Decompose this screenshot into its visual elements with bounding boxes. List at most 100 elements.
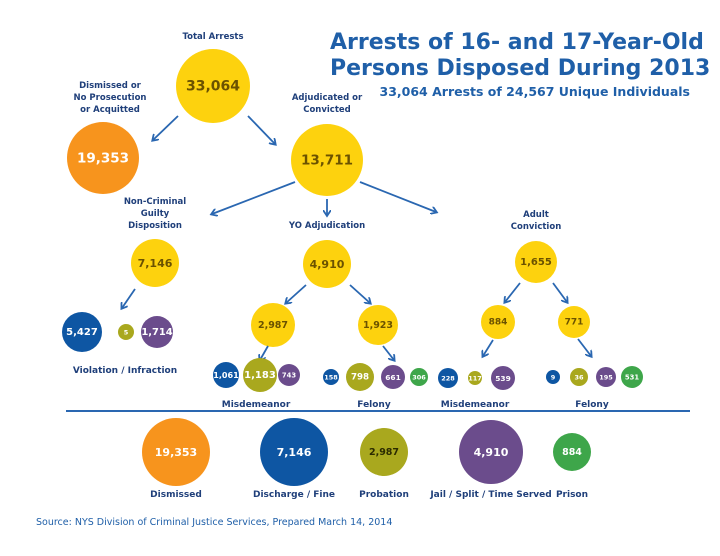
arrow-adultmisd-to-leaves [483, 339, 494, 356]
arrow-yofel-to-leaves [382, 345, 394, 360]
non-criminal-label-line-3: Disposition [128, 221, 182, 231]
leaf-group-3-prison-node-value: 306 [412, 374, 426, 382]
dismissed-label-line-1: Dismissed or [79, 81, 142, 91]
arrow-noncriminal-to-violation [122, 288, 136, 308]
leaf-group-4-probation-node-value: 117 [468, 375, 482, 383]
arrow-adjudicated-to-noncriminal [212, 181, 296, 214]
leaf-group-2-discharge-node-value: 1,061 [213, 371, 239, 380]
leaf-group-1-label: Violation / Infraction [73, 366, 177, 376]
leaf-group-5-prison-node-value: 531 [625, 374, 639, 382]
leaf-group-4-discharge-node-value: 228 [441, 375, 455, 383]
total-arrests-node [176, 49, 250, 123]
leaf-group-1-jail-node-value: 1,714 [141, 327, 172, 338]
yo-felony-node [358, 305, 398, 345]
leaf-group-4-jail-node-value: 539 [495, 374, 511, 383]
leaf-group-5-discharge-node [546, 370, 560, 384]
leaf-group-4-probation-node [468, 371, 482, 385]
legend-jail-node-value: 4,910 [474, 446, 509, 459]
leaf-group-5-discharge-node-value: 9 [551, 374, 556, 382]
legend-jail-label: Jail / Split / Time Served [429, 490, 551, 500]
arrow-yomisd-to-leaves [260, 345, 269, 360]
leaf-group-3-jail-node [381, 365, 405, 389]
leaf-group-4-discharge-node [438, 368, 458, 388]
adult-conviction-label-line-2: Conviction [511, 222, 562, 232]
leaf-group-4-jail-node [491, 366, 515, 390]
leaf-group-2-jail-node-value: 743 [282, 372, 296, 380]
leaf-group-2-jail-node [278, 364, 300, 386]
arrow-yo-to-felony [349, 284, 370, 303]
legend-dismissed-label: Dismissed [150, 490, 202, 500]
yo-felony-node-value: 1,923 [363, 320, 393, 331]
subtitle: 33,064 Arrests of 24,567 Unique Individu… [379, 84, 690, 99]
leaf-group-3-discharge-node-value: 158 [324, 374, 338, 382]
yo-adjudication-label-line-1: YO Adjudication [288, 221, 365, 231]
arrow-adultfel-to-leaves [577, 338, 591, 356]
yo-adjudication-node [303, 240, 351, 288]
arrow-total-to-dismissed [153, 115, 179, 140]
legend-discharge-label: Discharge / Fine [253, 490, 335, 500]
adjudicated-label-line-1: Adjudicated or [292, 93, 363, 103]
adult-felony-node [558, 306, 590, 338]
legend-discharge-node [260, 418, 328, 486]
leaf-group-1-discharge-node [62, 312, 102, 352]
leaf-group-2-probation-node [243, 358, 277, 392]
legend-probation-label: Probation [359, 490, 409, 500]
legend-discharge-node-value: 7,146 [277, 446, 312, 459]
legend-jail-node [459, 420, 523, 484]
leaf-group-2-label: Misdemeanor [222, 400, 291, 410]
legend-prison-node-value: 884 [562, 447, 582, 458]
dismissed-node-value: 19,353 [77, 151, 129, 167]
source-note: Source: NYS Division of Criminal Justice… [36, 517, 393, 528]
dismissed-node [67, 122, 139, 194]
arrow-total-to-adjudicated [247, 115, 275, 144]
legend-probation-node-value: 2,987 [369, 447, 399, 458]
adult-misdemeanor-node-value: 884 [489, 318, 508, 328]
arrow-adult-to-felony [552, 282, 567, 302]
leaf-group-5-label: Felony [575, 400, 609, 410]
arrow-yo-to-misdemeanor [286, 284, 307, 303]
leaf-group-3-probation-node-value: 798 [351, 373, 369, 383]
leaf-group-4-label: Misdemeanor [441, 400, 510, 410]
leaf-group-3-probation-node [346, 363, 374, 391]
title-block: Arrests of 16- and 17-Year-Old Persons D… [330, 30, 711, 99]
legend-prison-label: Prison [556, 490, 588, 500]
adjudicated-node [291, 124, 363, 196]
leaf-group-1-probation-node-value: 5 [124, 329, 129, 337]
adjudicated-label-line-2: Convicted [303, 105, 351, 115]
non-criminal-node [131, 239, 179, 287]
yo-adjudication-node-value: 4,910 [310, 258, 345, 271]
leaf-group-2-discharge-node [213, 362, 239, 388]
legend-prison-node [553, 433, 591, 471]
leaf-group-3-prison-node [410, 368, 428, 386]
leaf-group-3-discharge-node [323, 369, 339, 385]
leaf-group-5-prison-node [621, 366, 643, 388]
leaf-group-3-label: Felony [357, 400, 391, 410]
leaf-group-3-jail-node-value: 661 [385, 373, 401, 382]
non-criminal-label-line-1: Non-Criminal [124, 197, 186, 207]
yo-misdemeanor-node [251, 303, 295, 347]
leaf-group-5-probation-node [570, 368, 588, 386]
dismissed-label-line-2: No Prosecution [74, 93, 147, 103]
leaf-group-2-probation-node-value: 1,183 [244, 370, 276, 381]
leaf-group-1-discharge-node-value: 5,427 [66, 327, 98, 338]
dismissed-label-line-3: or Acquitted [80, 105, 140, 115]
adult-misdemeanor-node [481, 305, 515, 339]
adult-conviction-node [515, 241, 557, 283]
leaf-group-5-jail-node [596, 367, 616, 387]
arrow-adult-to-misdemeanor [505, 282, 521, 302]
non-criminal-label-line-2: Guilty [141, 209, 170, 219]
total-arrests-label-line-1: Total Arrests [182, 32, 243, 42]
leaf-group-5-jail-node-value: 195 [599, 374, 613, 382]
arrow-adjudicated-to-adult [359, 181, 436, 212]
legend-probation-node [360, 428, 408, 476]
total-arrests-node-value: 33,064 [186, 79, 240, 95]
leaf-group-5-probation-node-value: 36 [574, 374, 584, 382]
title-line-2: Persons Disposed During 2013 [330, 56, 711, 81]
legend-dismissed-node-value: 19,353 [155, 446, 197, 459]
adult-felony-node-value: 771 [565, 318, 584, 328]
adjudicated-node-value: 13,711 [301, 153, 353, 169]
leaf-group-1-jail-node [141, 316, 173, 348]
yo-misdemeanor-node-value: 2,987 [258, 320, 288, 331]
